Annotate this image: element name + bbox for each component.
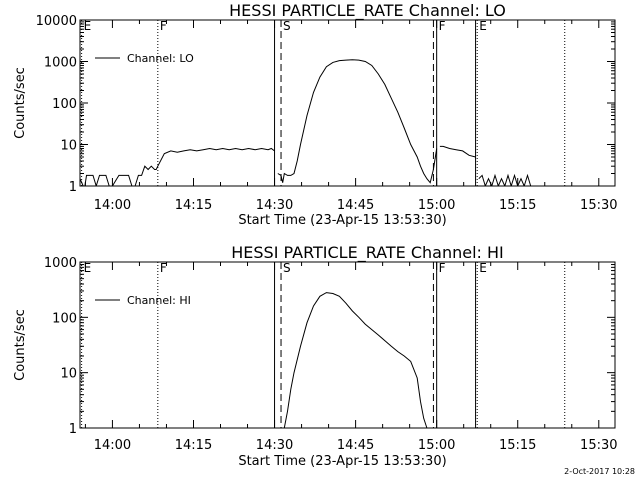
marker-label: E xyxy=(84,261,92,275)
marker-label: S xyxy=(283,261,291,275)
y-tick-label: 100 xyxy=(52,311,77,326)
x-tick-label: 14:45 xyxy=(337,198,374,213)
legend-label: Channel: LO xyxy=(127,52,194,65)
y-tick-label: 100 xyxy=(52,97,77,112)
legend-label: Channel: HI xyxy=(127,294,191,307)
marker-label: F xyxy=(439,261,446,275)
series-line xyxy=(283,292,428,428)
marker-label: F xyxy=(160,19,167,33)
marker-label: F xyxy=(439,19,446,33)
y-tick-label: 10000 xyxy=(36,14,77,29)
chart-title: HESSI PARTICLE_RATE Channel: HI xyxy=(231,243,504,263)
y-tick-label: 10 xyxy=(60,367,77,382)
x-tick-label: 14:00 xyxy=(94,438,131,453)
x-tick-label: 14:45 xyxy=(337,438,374,453)
x-axis-label: Start Time (23-Apr-15 13:53:30) xyxy=(238,213,446,228)
x-tick-label: 15:00 xyxy=(418,198,455,213)
y-tick-label: 1 xyxy=(69,422,77,437)
x-tick-label: 15:30 xyxy=(580,198,617,213)
panel-hi: HESSI PARTICLE_RATE Channel: HI 14:00 14:1… xyxy=(13,243,618,469)
x-tick-label: 15:15 xyxy=(499,198,536,213)
x-tick-label: 14:00 xyxy=(94,198,131,213)
marker-label: F xyxy=(160,261,167,275)
chart-title: HESSI PARTICLE_RATE Channel: LO xyxy=(229,1,506,21)
y-tick-label: 1000 xyxy=(44,56,77,71)
panel-lo: HESSI PARTICLE_RATE Channel: LO 14:00 14:1… xyxy=(13,1,618,228)
x-tick-label: 14:15 xyxy=(175,438,212,453)
footer-date: 2-Oct-2017 10:28 xyxy=(564,467,635,476)
x-tick-label: 14:30 xyxy=(256,438,293,453)
series-line xyxy=(80,59,612,186)
y-axis-label: Counts/sec xyxy=(13,309,28,381)
y-tick-label: 10 xyxy=(60,139,77,154)
marker-label: E xyxy=(84,19,92,33)
y-axis-label: Counts/sec xyxy=(13,67,28,139)
x-tick-label: 15:00 xyxy=(418,438,455,453)
x-tick-label: 15:15 xyxy=(499,438,536,453)
marker-label: E xyxy=(479,19,487,33)
marker-label: S xyxy=(283,19,291,33)
plot-frame xyxy=(79,261,616,429)
marker-label: E xyxy=(479,261,487,275)
y-tick-label: 1000 xyxy=(44,256,77,271)
x-tick-label: 14:15 xyxy=(175,198,212,213)
x-tick-label: 15:30 xyxy=(580,438,617,453)
x-tick-label: 14:30 xyxy=(256,198,293,213)
x-axis-label: Start Time (23-Apr-15 13:53:30) xyxy=(238,454,446,469)
y-tick-label: 1 xyxy=(69,180,77,195)
